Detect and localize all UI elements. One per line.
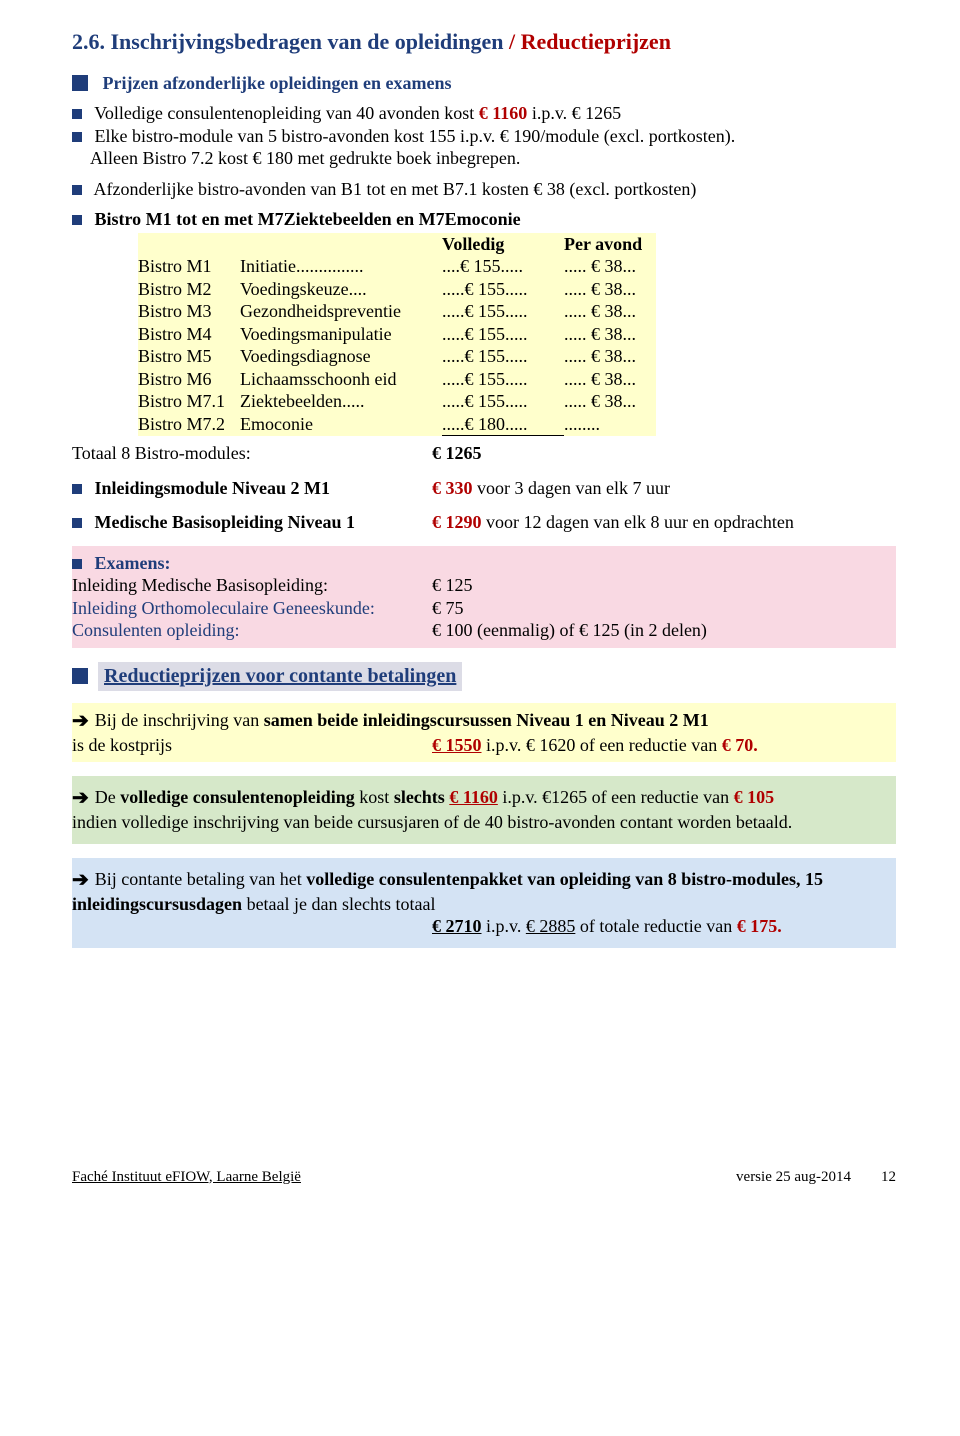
green-block: ➔De volledige consulentenopleiding kost … bbox=[72, 776, 896, 844]
page-footer: Faché Instituut eFIOW, Laarne België ver… bbox=[72, 1168, 896, 1187]
yellow-label: is de kostprijs bbox=[72, 734, 432, 757]
bistro-title-line: Bistro M1 tot en met M7Ziektebeelden en … bbox=[72, 208, 896, 231]
bullet-icon bbox=[72, 132, 82, 142]
intro-line2: Volledige consulentenopleiding van 40 av… bbox=[72, 102, 896, 125]
total-value: € 1265 bbox=[432, 442, 896, 465]
bullet-icon bbox=[72, 185, 82, 195]
footer-right: versie 25 aug-2014 12 bbox=[736, 1168, 896, 1187]
bullet-icon bbox=[72, 75, 88, 91]
col-per-avond: Per avond bbox=[564, 233, 656, 256]
bullet-icon bbox=[72, 518, 82, 528]
table-row: Bistro M7.1Ziektebeelden..........€ 155.… bbox=[138, 390, 656, 413]
bullet-icon bbox=[72, 109, 82, 119]
heading-slash: / bbox=[509, 29, 515, 54]
bullet-icon bbox=[72, 668, 88, 684]
arrow-icon: ➔ bbox=[72, 786, 89, 811]
bullet-icon bbox=[72, 484, 82, 494]
table-row: Bistro M4Voedingsmanipulatie.....€ 155..… bbox=[138, 323, 656, 346]
exam-label: Consulenten opleiding: bbox=[72, 619, 432, 642]
yellow-block: ➔Bij de inschrijving van samen beide inl… bbox=[72, 703, 896, 763]
medische-row: Medische Basisopleiding Niveau 1 € 1290 … bbox=[72, 511, 896, 534]
bistro-table: Volledig Per avond Bistro M1Initiatie...… bbox=[138, 233, 656, 437]
exam-label: Inleiding Orthomoleculaire Geneeskunde: bbox=[72, 597, 432, 620]
bullet-icon bbox=[72, 559, 82, 569]
table-row: Bistro M3Gezondheidspreventie.....€ 155.… bbox=[138, 300, 656, 323]
intro-line4: Afzonderlijke bistro-avonden van B1 tot … bbox=[72, 178, 896, 201]
table-row: Bistro M7.2Emoconie.....€ 180...........… bbox=[138, 413, 656, 436]
exam-label: Inleiding Medische Basisopleiding: bbox=[72, 574, 432, 597]
inleidingsmodule-row: Inleidingsmodule Niveau 2 M1 € 330 voor … bbox=[72, 477, 896, 500]
heading-part2: Reductieprijzen bbox=[521, 29, 671, 54]
table-row: Bistro M2Voedingskeuze.........€ 155....… bbox=[138, 278, 656, 301]
heading-part1: Inschrijvingsbedragen van de opleidingen bbox=[111, 29, 504, 54]
total-row: Totaal 8 Bistro-modules: € 1265 bbox=[72, 442, 896, 465]
table-row: Bistro M5Voedingsdiagnose.....€ 155.....… bbox=[138, 345, 656, 368]
table-row: Bistro M1Initiatie...................€ 1… bbox=[138, 255, 656, 278]
arrow-icon: ➔ bbox=[72, 709, 89, 734]
table-header-row: Volledig Per avond bbox=[138, 233, 656, 256]
section-heading: 2.6. Inschrijvingsbedragen van de opleid… bbox=[72, 28, 896, 56]
heading-num: 2.6. bbox=[72, 29, 105, 54]
exam-value: € 100 (eenmalig) of € 125 (in 2 delen) bbox=[432, 619, 890, 642]
intro-line1: Prijzen afzonderlijke opleidingen en exa… bbox=[72, 72, 896, 95]
footer-left: Faché Instituut eFIOW, Laarne België bbox=[72, 1168, 301, 1187]
examens-title: Examens: bbox=[95, 553, 171, 573]
examens-block: Examens: Inleiding Medische Basisopleidi… bbox=[72, 546, 896, 648]
table-row: Bistro M6Lichaamsschoonh eid.....€ 155..… bbox=[138, 368, 656, 391]
blue-block: ➔Bij contante betaling van het volledige… bbox=[72, 858, 896, 948]
intro-line3b: Alleen Bistro 7.2 kost € 180 met gedrukt… bbox=[90, 147, 896, 170]
green-rest: indien volledige inschrijving van beide … bbox=[72, 811, 890, 834]
intro-line3a: Elke bistro-module van 5 bistro-avonden … bbox=[72, 125, 896, 148]
reductie-heading: Reductieprijzen voor contante betalingen bbox=[98, 662, 462, 691]
col-volledig: Volledig bbox=[442, 233, 564, 256]
reductie-heading-row: Reductieprijzen voor contante betalingen bbox=[72, 662, 896, 691]
bullet-icon bbox=[72, 215, 82, 225]
arrow-icon: ➔ bbox=[72, 868, 89, 893]
exam-value: € 125 bbox=[432, 574, 890, 597]
exam-value: € 75 bbox=[432, 597, 890, 620]
total-label: Totaal 8 Bistro-modules: bbox=[72, 442, 432, 465]
